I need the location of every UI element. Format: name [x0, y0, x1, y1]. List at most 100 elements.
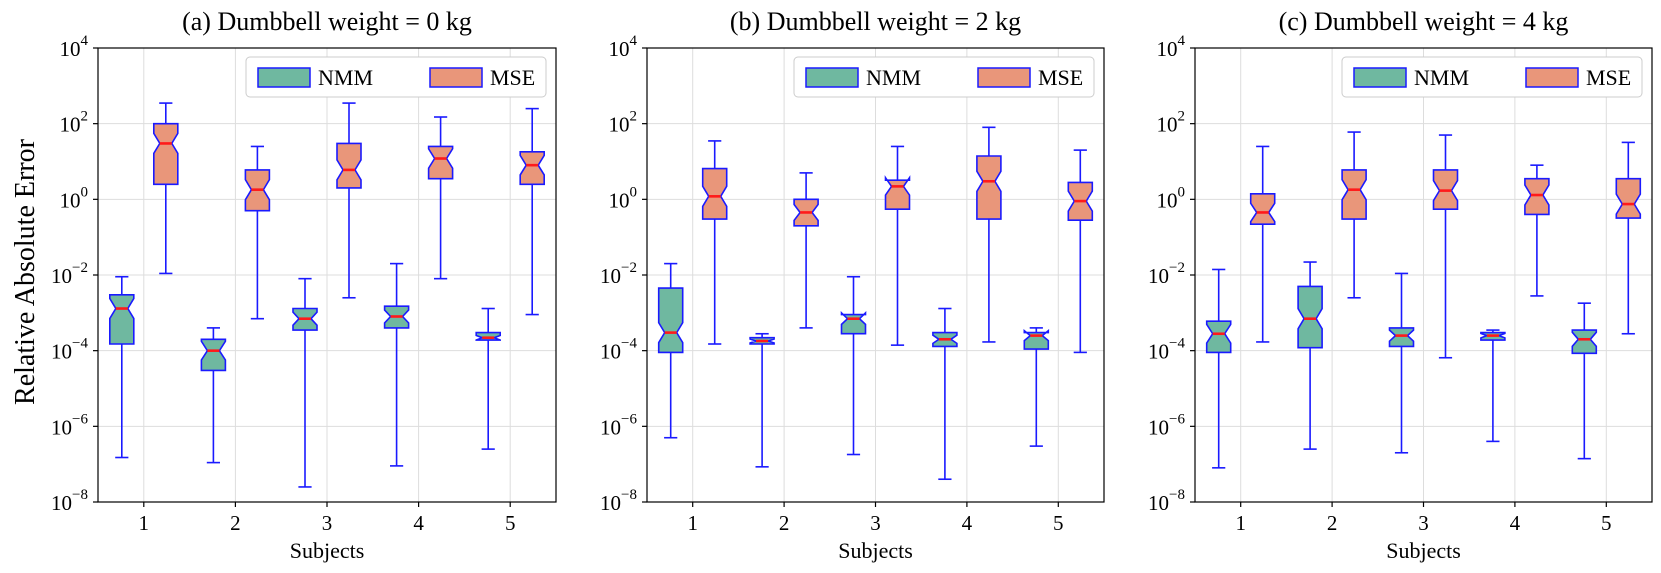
legend: NMM MSE	[245, 56, 547, 98]
y-tick-base: 10	[1157, 188, 1178, 212]
box-mse-subject-4	[1524, 164, 1550, 297]
y-tick-label: 104	[609, 33, 638, 61]
box-nmm-subject-2	[200, 327, 227, 464]
axes-frame	[97, 47, 557, 503]
x-tick-label: 4	[1510, 511, 1521, 535]
y-tick-base: 10	[600, 415, 621, 439]
box-nmm-subject-1	[109, 275, 135, 459]
y-tick-label: 10−8	[51, 487, 88, 515]
box-mse-subject-1	[153, 102, 179, 275]
y-tick-exponent: 0	[630, 184, 638, 200]
box-body	[976, 155, 1002, 220]
y-tick-exponent: −2	[621, 260, 637, 276]
box-body	[427, 145, 454, 180]
legend-swatch-nmm	[1353, 67, 1407, 88]
box-mse-subject-3	[884, 145, 911, 346]
y-tick-base: 10	[609, 188, 630, 212]
box-body	[657, 287, 684, 354]
y-tick-label: 10−8	[600, 487, 637, 515]
x-tick-label: 1	[139, 511, 150, 535]
x-tick-label: 3	[1418, 511, 1429, 535]
y-tick-label: 10−4	[1148, 336, 1185, 364]
y-tick-label: 102	[1157, 109, 1186, 137]
box-nmm-subject-2	[749, 332, 775, 468]
box-body	[701, 167, 728, 220]
x-tick-label: 2	[230, 511, 241, 535]
axes-frame	[646, 47, 1105, 503]
x-tick-label: 3	[322, 511, 333, 535]
box-body	[1524, 177, 1550, 216]
legend: NMM MSE	[1341, 56, 1643, 98]
y-tick-exponent: 2	[81, 109, 89, 125]
box-mse-subject-4	[976, 126, 1002, 343]
x-tick-label: 2	[779, 511, 790, 535]
x-tick-label: 1	[1235, 511, 1246, 535]
x-axis-label: Subjects	[1386, 538, 1461, 563]
y-tick-exponent: −8	[72, 487, 88, 503]
y-tick-exponent: 4	[630, 33, 638, 49]
box-mse-subject-5	[1067, 149, 1094, 354]
x-tick-label: 5	[505, 511, 516, 535]
y-tick-label: 100	[60, 184, 89, 212]
box-nmm-subject-1	[657, 262, 684, 439]
legend-swatch-nmm	[257, 67, 311, 88]
y-tick-label: 104	[60, 33, 89, 61]
y-tick-label: 10−6	[1148, 411, 1185, 439]
y-tick-exponent: −2	[1169, 260, 1185, 276]
legend-label-nmm: NMM	[1414, 65, 1469, 90]
box-nmm-subject-1	[1205, 268, 1232, 469]
box-mse-subject-4	[427, 116, 454, 280]
y-tick-base: 10	[609, 37, 630, 61]
box-mse-subject-3	[336, 102, 362, 299]
y-tick-label: 10−2	[1148, 260, 1185, 288]
box-body	[1388, 327, 1415, 348]
box-nmm-subject-3	[840, 275, 867, 456]
y-tick-label: 102	[60, 109, 89, 137]
legend-label-mse: MSE	[1038, 65, 1083, 90]
x-axis-label: Subjects	[290, 538, 365, 563]
legend-swatch-mse	[429, 67, 483, 88]
y-tick-label: 10−4	[600, 336, 637, 364]
box-body	[153, 122, 179, 186]
box-body	[840, 311, 867, 335]
x-tick-label: 1	[687, 511, 698, 535]
panel-title: (a) Dumbbell weight = 0 kg	[182, 7, 472, 36]
x-tick-label: 2	[1327, 511, 1338, 535]
y-tick-base: 10	[51, 264, 72, 288]
y-tick-base: 10	[600, 264, 621, 288]
box-nmm-subject-4	[1480, 329, 1506, 443]
y-tick-exponent: 0	[1178, 184, 1186, 200]
box-mse-subject-2	[793, 172, 819, 329]
x-tick-label: 5	[1053, 511, 1064, 535]
legend-label-mse: MSE	[1586, 65, 1631, 90]
y-tick-base: 10	[1148, 264, 1169, 288]
box-body	[1341, 169, 1367, 220]
box-body	[200, 338, 227, 372]
y-tick-label: 100	[1157, 184, 1186, 212]
panel-title: (c) Dumbbell weight = 4 kg	[1279, 7, 1569, 36]
y-tick-exponent: −6	[1169, 411, 1185, 427]
legend-swatch-mse	[1525, 67, 1579, 88]
y-tick-exponent: −4	[72, 336, 88, 352]
box-mse-subject-3	[1432, 134, 1459, 359]
y-tick-label: 104	[1157, 33, 1186, 61]
y-tick-exponent: 2	[1178, 109, 1186, 125]
box-body	[1023, 329, 1050, 350]
x-tick-label: 3	[870, 511, 881, 535]
y-tick-label: 10−6	[51, 411, 88, 439]
y-tick-exponent: 4	[1178, 33, 1186, 49]
box-mse-subject-5	[519, 107, 546, 316]
y-tick-label: 10−2	[600, 260, 637, 288]
panel-title: (b) Dumbbell weight = 2 kg	[730, 7, 1021, 36]
y-tick-label: 100	[609, 184, 638, 212]
box-mse-subject-2	[244, 145, 271, 320]
axes-frame	[1194, 47, 1653, 503]
y-tick-base: 10	[51, 491, 72, 515]
box-nmm-subject-4	[932, 307, 958, 481]
y-tick-label: 102	[609, 109, 638, 137]
box-body	[1615, 177, 1642, 219]
y-tick-base: 10	[1148, 491, 1169, 515]
